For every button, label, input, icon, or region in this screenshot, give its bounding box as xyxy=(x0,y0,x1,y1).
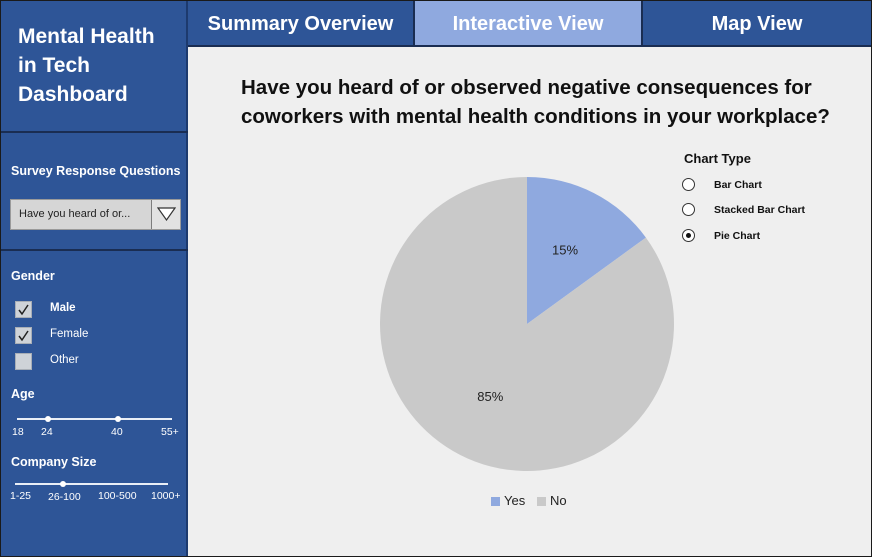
view-tabs: Summary Overview Interactive View Map Vi… xyxy=(188,1,871,47)
app-title-line-2: in Tech xyxy=(18,54,90,77)
stacked-bar-chart-label: Stacked Bar Chart xyxy=(714,204,806,216)
pie-chart-label: Pie Chart xyxy=(714,230,761,242)
checkmark-icon xyxy=(18,304,29,316)
pie-slice-yes xyxy=(527,177,646,324)
survey-questions-label: Survey Response Questions xyxy=(11,164,181,178)
company-size-slider-handle[interactable] xyxy=(60,481,66,487)
survey-question-dropdown-value: Have you heard of or... xyxy=(19,208,131,220)
chart-type-label: Chart Type xyxy=(684,151,751,166)
age-tick: 18 xyxy=(12,426,24,438)
checkmark-icon xyxy=(18,330,29,342)
main-content: Have you heard of or observed negative c… xyxy=(188,47,871,556)
tab-interactive-view[interactable]: Interactive View xyxy=(415,1,643,47)
company-size-label: Company Size xyxy=(11,455,97,469)
sidebar-divider xyxy=(1,249,188,251)
tab-map-view[interactable]: Map View xyxy=(643,1,871,47)
female-label: Female xyxy=(50,328,89,340)
company-size-tick: 1000+ xyxy=(151,490,181,502)
company-size-slider-track[interactable] xyxy=(15,483,168,485)
age-slider-min-handle[interactable] xyxy=(45,416,51,422)
app-title: Mental Health in Tech Dashboard xyxy=(18,22,178,109)
age-slider-max-handle[interactable] xyxy=(115,416,121,422)
company-size-tick: 100-500 xyxy=(98,490,137,502)
legend-label-no: No xyxy=(550,493,567,508)
stacked-bar-chart-radio[interactable] xyxy=(682,203,695,216)
legend-swatch-yes xyxy=(491,497,500,506)
gender-label: Gender xyxy=(11,269,55,283)
age-tick: 55+ xyxy=(161,426,179,438)
age-tick: 40 xyxy=(111,426,123,438)
sidebar: Mental Health in Tech Dashboard Survey R… xyxy=(1,1,188,556)
legend-label-yes: Yes xyxy=(504,493,526,508)
company-size-tick: 26-100 xyxy=(48,491,81,503)
pie-data-label-no: 85% xyxy=(477,389,503,404)
pie-slice-no xyxy=(380,177,674,471)
radio-selected-dot xyxy=(686,233,691,238)
app-title-line-3: Dashboard xyxy=(18,83,128,106)
age-tick: 24 xyxy=(41,426,53,438)
other-label: Other xyxy=(50,354,79,366)
app-title-line-1: Mental Health xyxy=(18,25,155,48)
survey-question-dropdown[interactable]: Have you heard of or... xyxy=(10,199,181,230)
company-size-tick: 1-25 xyxy=(10,490,32,502)
pie-data-label-yes: 15% xyxy=(552,242,578,257)
age-label: Age xyxy=(11,387,35,401)
male-checkbox[interactable] xyxy=(15,301,32,318)
bar-chart-radio[interactable] xyxy=(682,178,695,191)
tab-summary-overview[interactable]: Summary Overview xyxy=(188,1,415,47)
other-checkbox[interactable] xyxy=(15,353,32,370)
age-slider-track[interactable] xyxy=(17,418,172,420)
male-label: Male xyxy=(50,302,76,314)
pie-chart: 15% 85% xyxy=(380,177,674,471)
chevron-down-icon xyxy=(157,207,176,221)
female-checkbox[interactable] xyxy=(15,327,32,344)
dropdown-toggle-button[interactable] xyxy=(151,200,180,229)
bar-chart-label: Bar Chart xyxy=(714,179,762,191)
pie-chart-radio[interactable] xyxy=(682,229,695,242)
sidebar-divider xyxy=(1,131,188,133)
question-title: Have you heard of or observed negative c… xyxy=(241,76,830,128)
legend-swatch-no xyxy=(537,497,546,506)
